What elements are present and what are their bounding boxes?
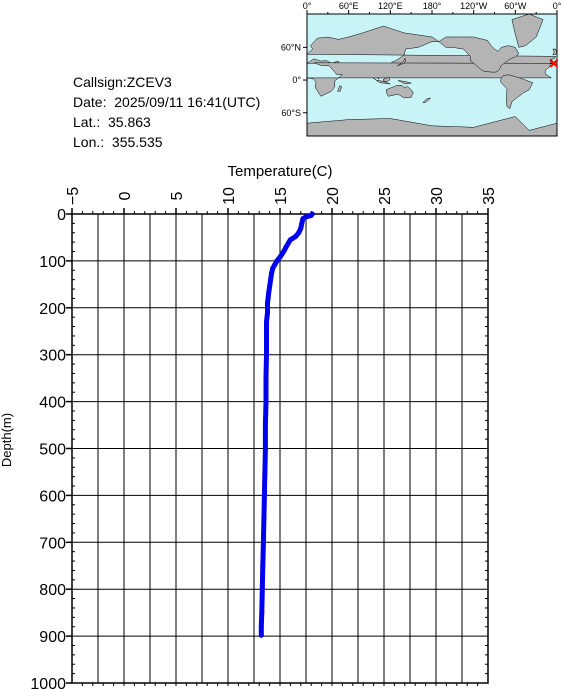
y-tick-label: 900: [39, 629, 66, 646]
land-shape: [385, 85, 414, 99]
profile-point: [269, 270, 275, 276]
land-shape: [438, 36, 520, 73]
profile-point: [264, 352, 269, 358]
map-lon-label: 60°E: [339, 1, 359, 11]
land-shape: [397, 80, 412, 85]
lat-text: Lat.: 35.863: [73, 114, 151, 130]
x-axis-label: Temperature(C): [227, 163, 332, 180]
profile-point: [296, 230, 302, 236]
profile-point: [266, 291, 272, 297]
x-tick-label: 15: [273, 187, 290, 205]
land-shape: [372, 77, 391, 85]
profile-point: [261, 492, 267, 498]
land-shape: [337, 85, 343, 92]
map-lon-label: 0°: [303, 1, 312, 11]
y-tick-label: 700: [39, 535, 66, 552]
profile-point: [298, 225, 304, 231]
profile-point: [262, 469, 268, 475]
x-tick-label: −5: [65, 187, 82, 205]
profile-point: [261, 516, 267, 522]
profile-point: [270, 265, 276, 271]
profile-point: [262, 422, 268, 428]
x-tick-label: 30: [429, 187, 446, 205]
y-tick-label: 400: [39, 395, 66, 412]
profile-point: [265, 300, 270, 306]
profile-point: [300, 216, 306, 222]
date-text: Date: 2025/09/11 16:41(UTC): [73, 94, 261, 110]
land-shape: [511, 13, 544, 48]
profile-point: [258, 632, 264, 638]
profile-point: [259, 586, 265, 592]
profile-point: [265, 310, 270, 315]
profile-point: [260, 563, 266, 569]
profile-point: [274, 258, 280, 264]
profile-point: [308, 212, 314, 218]
y-tick-label: 300: [39, 348, 66, 365]
x-tick-label: 0: [117, 191, 134, 200]
y-tick-label: 500: [39, 442, 66, 459]
y-tick-label: 0: [57, 207, 66, 224]
land-shape: [552, 48, 558, 56]
profile-point: [272, 262, 278, 268]
profile-point: [263, 399, 269, 405]
plot-frame: [71, 213, 489, 684]
profile-point: [267, 284, 273, 290]
world-map: 0° 60°E 120°E 180° 120°W 60°W 0° 60°N 0° 60°S: [281, 1, 562, 137]
y-tick-label: 1000: [30, 676, 66, 690]
map-lat-label: 60°S: [281, 108, 301, 118]
x-tick-label: 10: [221, 187, 238, 205]
y-tick-label: 100: [39, 254, 66, 271]
x-tick-label: 25: [377, 187, 394, 205]
map-lon-label: 0°: [553, 1, 562, 11]
y-tick-label: 600: [39, 488, 66, 505]
profile-point: [258, 624, 264, 630]
station-marker-icon: [549, 59, 559, 68]
map-lon-label: 120°W: [460, 1, 488, 11]
land-shape: [500, 74, 534, 110]
profile-point: [293, 234, 299, 239]
profile-point: [264, 319, 269, 325]
y-axis-label: Depth(m): [0, 413, 14, 467]
x-tick-label: 5: [169, 191, 186, 200]
map-lat-label: 0°: [292, 75, 301, 85]
land-shape: [422, 97, 432, 103]
x-tick-label: 20: [325, 187, 342, 205]
map-frame: [306, 13, 558, 137]
land-shape: [383, 76, 390, 83]
map-lon-label: 120°E: [378, 1, 403, 11]
profile-point: [283, 244, 289, 250]
land-shape: [397, 57, 406, 67]
profile-chart: −5 0 5 10 15 20 25 30 35 0 100 200 300 400 500 600 700 8…: [0, 163, 498, 690]
map-lat-label: 60°N: [281, 42, 301, 52]
profile-point: [277, 254, 283, 260]
profile-point: [262, 446, 268, 451]
profile-point: [260, 539, 266, 545]
profile-point: [263, 375, 269, 381]
x-tick-label: 35: [481, 187, 498, 205]
lon-text: Lon.: 355.535: [73, 134, 163, 150]
y-tick-label: 200: [39, 301, 66, 318]
y-tick-label: 800: [39, 582, 66, 599]
map-lon-label: 180°: [423, 1, 442, 11]
profile-point: [285, 240, 291, 246]
profile-point: [259, 610, 265, 616]
map-lon-label: 60°W: [504, 1, 527, 11]
profile-point: [264, 333, 269, 339]
profile-point: [299, 220, 305, 226]
callsign-text: Callsign:ZCEV3: [73, 74, 172, 90]
profile-point: [268, 277, 274, 283]
